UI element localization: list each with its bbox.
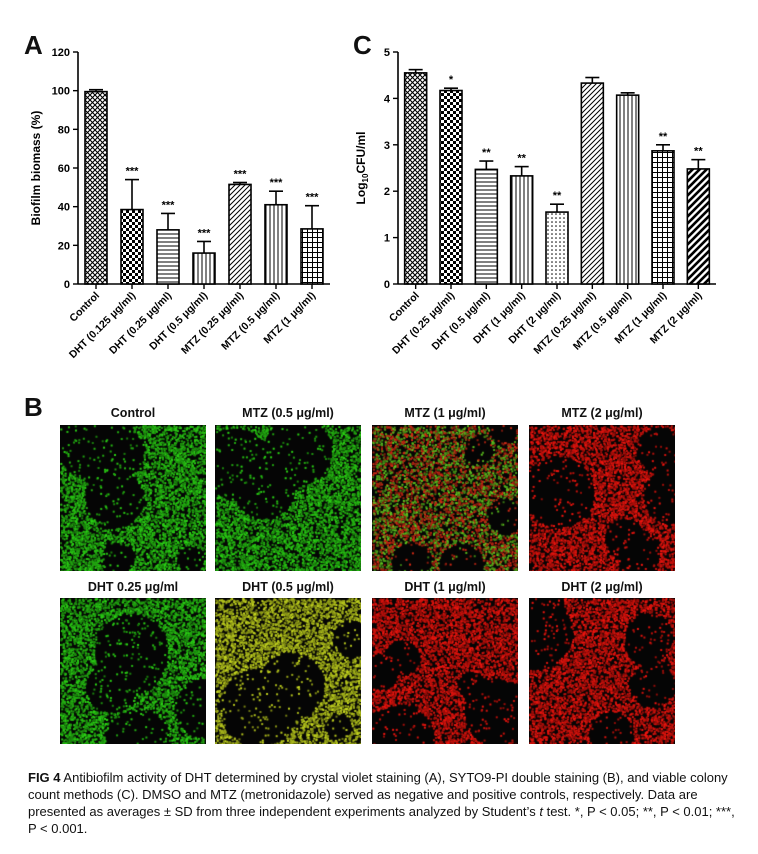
y-tick-label: 120 [52, 47, 70, 59]
micrograph-tile [215, 425, 361, 571]
bar [509, 175, 534, 285]
micrograph-label: DHT (1 μg/ml) [404, 580, 486, 594]
x-tick-label: Control [387, 290, 422, 325]
bar [192, 252, 216, 285]
y-tick-label: 0 [384, 279, 390, 291]
x-tick-label: MTZ (0.25 μg/ml) [179, 290, 246, 357]
significance-label: *** [306, 192, 320, 204]
bar [156, 229, 180, 285]
x-tick-label: Control [67, 290, 102, 325]
micrograph-tile [60, 598, 206, 744]
cfu-chart: 0 1 2 3 4 5 Log10CFU/ml Control * DHT (0.25 μg/ml… [354, 47, 716, 357]
micrograph-image [215, 425, 361, 571]
y-tick-label: 0 [64, 279, 70, 291]
micrograph-image [372, 598, 518, 744]
y-axis-label: Log10CFU/ml [354, 132, 370, 205]
bar [264, 203, 288, 285]
micrograph-tile [215, 598, 361, 744]
panel-c-letter: C [353, 30, 372, 60]
micrograph-label: MTZ (2 μg/ml) [561, 406, 643, 420]
significance-label: * [449, 74, 454, 86]
y-tick-label: 60 [58, 163, 70, 175]
micrograph-tile [60, 425, 206, 571]
micrograph-image [529, 598, 675, 744]
micrograph-label: Control [110, 406, 156, 420]
micrograph-image [60, 598, 206, 744]
caption-tail: test. *, P < 0.05; **, P < 0.01; ***, P … [28, 804, 735, 836]
micrograph-label: DHT (2 μg/ml) [561, 580, 643, 594]
figure-caption: FIG 4 Antibiofilm activity of DHT determ… [28, 769, 736, 837]
significance-label: *** [162, 199, 176, 211]
significance-label: *** [198, 227, 212, 239]
panel-a-letter: A [24, 30, 43, 60]
biofilm-biomass-chart: 0 20 40 60 80 100 120 Biofilm biomass (%) Contro… [29, 47, 330, 361]
bar [439, 89, 463, 285]
bar [120, 208, 144, 285]
caption-fig-label: FIG 4 [28, 770, 61, 785]
x-tick-label: DHT (0.125 μg/ml) [67, 290, 138, 361]
bar [474, 168, 499, 285]
micrograph-label: DHT 0.25 μg/ml [87, 580, 179, 594]
y-axis-label: Biofilm biomass (%) [29, 111, 43, 226]
micrograph-label: MTZ (0.5 μg/ml) [242, 406, 334, 420]
micrograph-tile [372, 598, 518, 744]
significance-label: ** [517, 153, 526, 165]
y-tick-label: 3 [384, 140, 390, 152]
caption-t: t [539, 804, 543, 819]
bar [300, 228, 324, 285]
micrograph-image [372, 425, 518, 571]
bar [403, 72, 428, 285]
significance-label: ** [659, 131, 668, 143]
bar [686, 168, 711, 285]
y-tick-label: 40 [58, 202, 70, 214]
significance-label: ** [553, 190, 562, 202]
significance-label: *** [234, 169, 248, 181]
micrograph-tile [529, 598, 675, 744]
micrograph-image [60, 425, 206, 571]
bar [545, 211, 569, 285]
y-tick-label: 2 [384, 186, 390, 198]
micrograph-image [529, 425, 675, 571]
y-tick-label: 5 [384, 47, 390, 59]
micrograph-label: DHT (0.5 μg/ml) [242, 580, 334, 594]
bar [84, 90, 108, 285]
micrograph-image [215, 598, 361, 744]
y-tick-label: 80 [58, 124, 70, 136]
bar [580, 82, 605, 285]
micrograph-tile [529, 425, 675, 571]
significance-label: *** [270, 177, 284, 189]
x-tick-label: DHT (0.25 μg/ml) [107, 290, 174, 357]
micrograph-label: MTZ (1 μg/ml) [404, 406, 486, 420]
y-tick-label: 20 [58, 240, 70, 252]
significance-label: ** [482, 147, 491, 159]
bar [615, 94, 640, 285]
x-tick-label: MTZ (0.25 μg/ml) [531, 290, 598, 357]
x-tick-label: DHT (0.25 μg/ml) [390, 290, 457, 357]
y-tick-label: 1 [384, 233, 390, 245]
caption-text: Antibiofilm activity of DHT determined b… [28, 770, 728, 819]
y-tick-label: 4 [384, 93, 391, 105]
y-tick-label: 100 [52, 86, 70, 98]
bar [651, 150, 675, 285]
significance-label: ** [694, 146, 703, 158]
panel-b-letter: B [24, 392, 43, 422]
bar [228, 183, 252, 285]
significance-label: *** [126, 166, 140, 178]
micrograph-tile [372, 425, 518, 571]
